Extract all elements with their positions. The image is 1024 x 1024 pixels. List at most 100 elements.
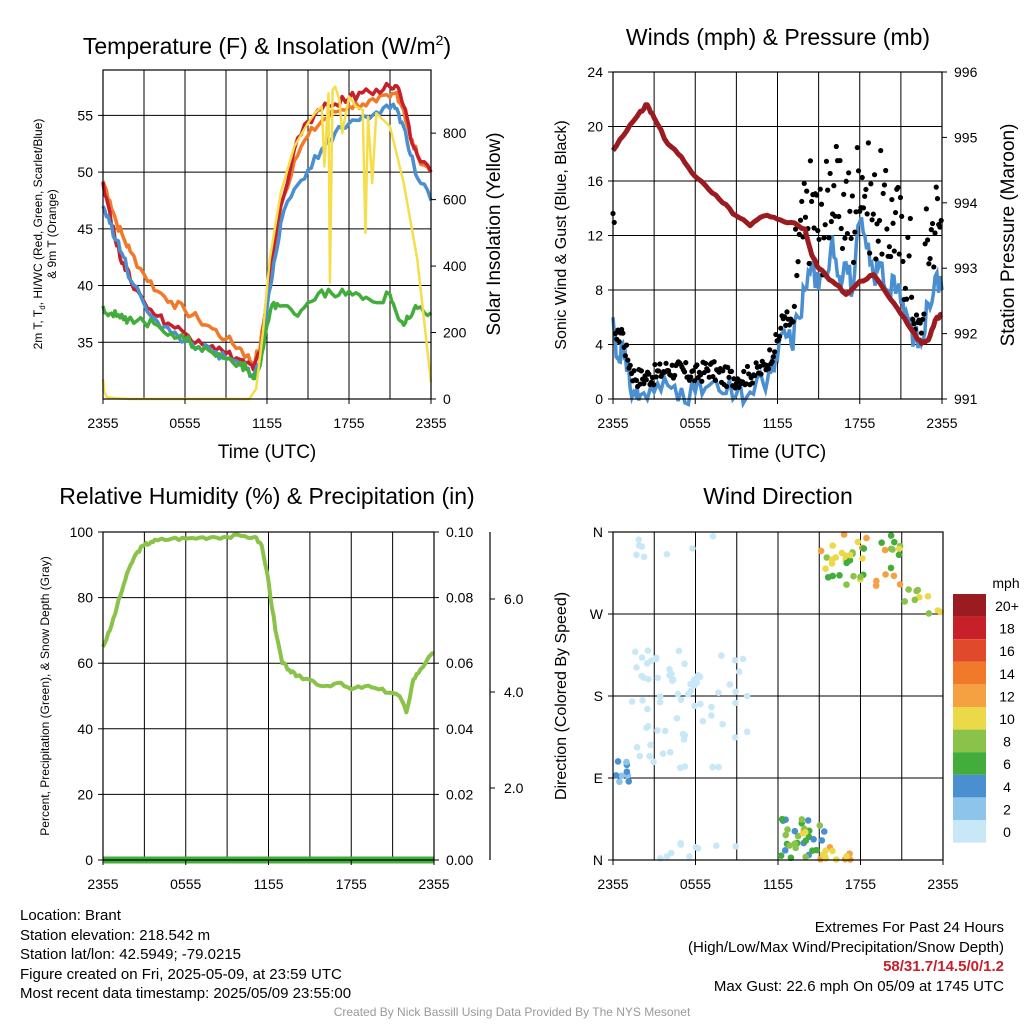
wind-direction-point [647,741,654,749]
gust-point [929,220,936,227]
gust-point [638,368,644,374]
colorbar-label: 14 [999,666,1015,682]
gust-point [938,217,944,224]
wind-direction-point [691,702,698,710]
wind-direction-point [820,828,828,835]
gust-point [683,360,689,366]
colorbar-label: 16 [999,643,1015,659]
gust-point [746,371,752,377]
wind-direction-point [674,690,682,698]
wind-direction-point [719,720,726,728]
colorbar-swatch [953,797,986,820]
gust-point [646,371,652,377]
wind-direction-point [625,778,633,785]
colorbar-swatch [953,661,986,685]
y-tick-label: N [593,852,603,868]
snow-depth-tick-label: 6.0 [504,591,524,607]
wind-direction-point [668,677,676,685]
wind-direction-point [817,547,825,555]
gust-point [726,374,732,381]
wind-direction-point [822,565,829,572]
wind-direction-point [666,665,673,673]
wind-direction-point [791,827,799,835]
gust-point [801,180,807,187]
gust-point [772,349,778,355]
wind-direction-point [633,743,641,751]
wind-direction-point [911,596,919,604]
wind-direction-point [829,542,837,549]
colorbar-label: 12 [999,688,1015,704]
temperature-panel: Temperature (F) & Insolation (W/m2) 2355… [31,32,505,463]
station-elevation: Station elevation: 218.542 m [20,926,211,944]
y-tick-label: 45 [77,221,93,237]
gust-point [889,196,895,203]
wind-direction-point [612,772,620,779]
colorbar-swatch [953,616,986,640]
x-tick-label: 1755 [333,415,364,431]
gust-point [925,237,931,243]
wind-direction-point [889,546,896,553]
gust-point [876,217,883,224]
y-tick-label: 40 [77,721,93,737]
gust-point [818,201,825,207]
colorbar-title: mph [992,575,1019,591]
gust-point [923,206,929,212]
wind-direction-point [798,816,806,823]
gust-point [663,360,669,366]
gust-point [848,235,854,242]
humidity-panel: Relative Humidity (%) & Precipitation (i… [38,483,524,892]
x-tick-label: 2355 [926,415,957,431]
wind-direction-point [891,538,898,546]
wind-direction-point [829,847,836,855]
gust-point [813,192,820,198]
wind-direction-point [633,551,640,559]
gust-point [712,377,719,383]
wind-direction-point [614,758,622,765]
gust-point [797,217,804,223]
gust-point [932,230,938,236]
gust-point [631,368,637,374]
temperature-title: Temperature (F) & Insolation (W/m2) [83,32,451,59]
snow-depth-tick-label: 4.0 [504,684,524,700]
x-tick-label: 2355 [415,415,446,431]
wind-direction-point [810,836,817,843]
wind-direction-point [638,654,646,661]
wind-direction-point [860,545,868,552]
wind-direction-point [699,717,707,725]
colorbar-swatch [953,729,986,753]
wind-direction-point [715,689,722,697]
wind-direction-point [878,539,885,547]
wind-direction-panel: Wind Direction 2355 0555 1155 1755 2355 N E S W… [553,483,1020,892]
y-tick-label: 35 [77,334,93,350]
temperature-series-line [101,287,433,381]
y-tick-label: 50 [77,164,93,180]
colorbar-label: 6 [1003,756,1011,772]
wind-direction-point [887,564,895,572]
gust-point [758,371,764,377]
y-tick-label: 994 [954,195,978,211]
y-tick-label: 600 [443,192,467,208]
gust-point [931,264,937,270]
pressure-y-label: Station Pressure (Maroon) [998,124,1019,347]
wind-direction-point [661,727,669,735]
gust-point [926,261,932,267]
wind-direction-point [636,752,644,760]
gust-point [902,285,908,291]
y-tick-label: 0.08 [446,590,473,606]
x-tick-label: 2355 [597,876,628,892]
wind-direction-point [809,847,816,854]
gust-point [852,229,858,235]
wind-direction-point [836,571,843,579]
colorbar-swatch [953,820,986,843]
wind-direction-y-label: Direction (Colored By Speed) [553,592,570,800]
wind-direction-point [623,758,630,766]
gust-point [880,190,886,197]
x-tick-label: 2355 [87,876,118,892]
gust-point [705,367,711,374]
x-tick-label: 2355 [597,415,628,431]
wind-direction-point [667,849,675,857]
gust-point [906,253,912,259]
gust-point [867,250,873,256]
gust-point [886,244,892,250]
gust-point [878,147,884,154]
